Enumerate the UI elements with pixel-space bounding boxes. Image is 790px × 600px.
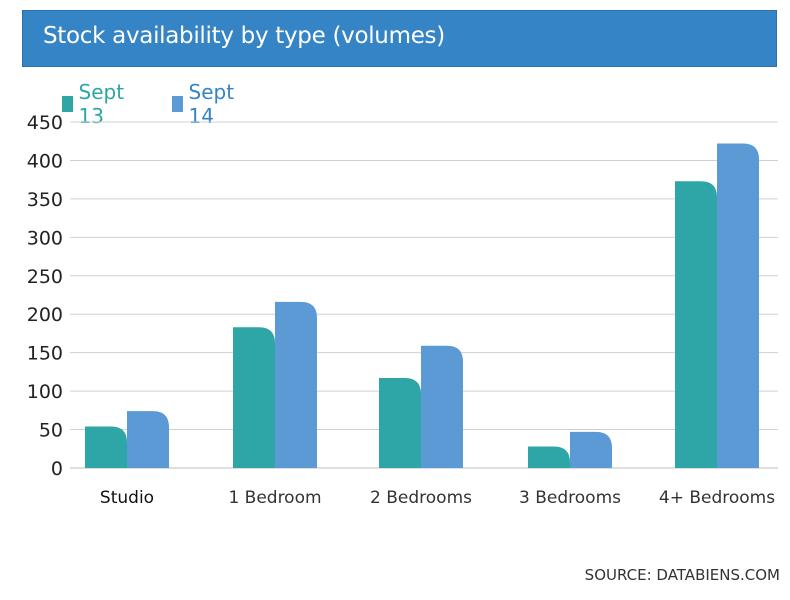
- y-tick-label: 150: [27, 343, 63, 365]
- legend-label-series-1: Sept 13: [78, 80, 125, 128]
- y-tick-label: 100: [27, 381, 63, 403]
- bars-layer: [85, 143, 759, 469]
- y-tick-label: 450: [27, 112, 63, 134]
- legend-label-series-2: Sept 14: [188, 80, 235, 128]
- x-category-label: 1 Bedroom: [228, 488, 321, 508]
- bar-series-2-3-bedrooms[interactable]: [570, 431, 612, 468]
- legend-item-series-1[interactable]: Sept 13: [62, 80, 130, 128]
- y-tick-label: 250: [27, 266, 63, 288]
- legend-swatch-series-1: [62, 96, 73, 112]
- bar-series-2-2-bedrooms[interactable]: [421, 345, 463, 468]
- bar-series-2-1-bedroom[interactable]: [275, 301, 317, 468]
- y-tick-label: 350: [27, 189, 63, 211]
- bar-series-1-studio[interactable]: [85, 426, 127, 468]
- y-tick-label: 50: [39, 420, 63, 442]
- bar-series-2-4-bedrooms[interactable]: [717, 143, 759, 469]
- bar-series-1-1-bedroom[interactable]: [233, 327, 275, 468]
- bar-series-1-3-bedrooms[interactable]: [528, 446, 570, 468]
- y-tick-label: 400: [27, 150, 63, 172]
- y-tick-label: 300: [27, 227, 63, 249]
- chart-title: Stock availability by type (volumes): [43, 23, 445, 49]
- bar-chart: 0 50 100 150 200 250 300 350 400 450 Studio 1 Bedro…: [27, 112, 778, 508]
- x-category-label: 4+ Bedrooms: [659, 488, 775, 508]
- bar-series-2-studio[interactable]: [127, 411, 169, 468]
- chart-header: Stock availability by type (volumes): [22, 10, 777, 67]
- legend-swatch-series-2: [172, 96, 183, 112]
- x-category-label: 2 Bedrooms: [370, 488, 472, 508]
- legend-item-series-2[interactable]: Sept 14: [172, 80, 240, 128]
- x-category-label: Studio: [100, 488, 154, 508]
- bar-series-1-4-bedrooms[interactable]: [675, 181, 717, 468]
- x-category-label: 3 Bedrooms: [519, 488, 621, 508]
- labels-layer: 0 50 100 150 200 250 300 350 400 450 Studio 1 Bedro…: [27, 112, 776, 508]
- bar-series-1-2-bedrooms[interactable]: [379, 378, 421, 468]
- source-note: SOURCE: DATABIENS.COM: [584, 566, 780, 584]
- y-tick-label: 200: [27, 304, 63, 326]
- y-tick-label: 0: [51, 458, 63, 480]
